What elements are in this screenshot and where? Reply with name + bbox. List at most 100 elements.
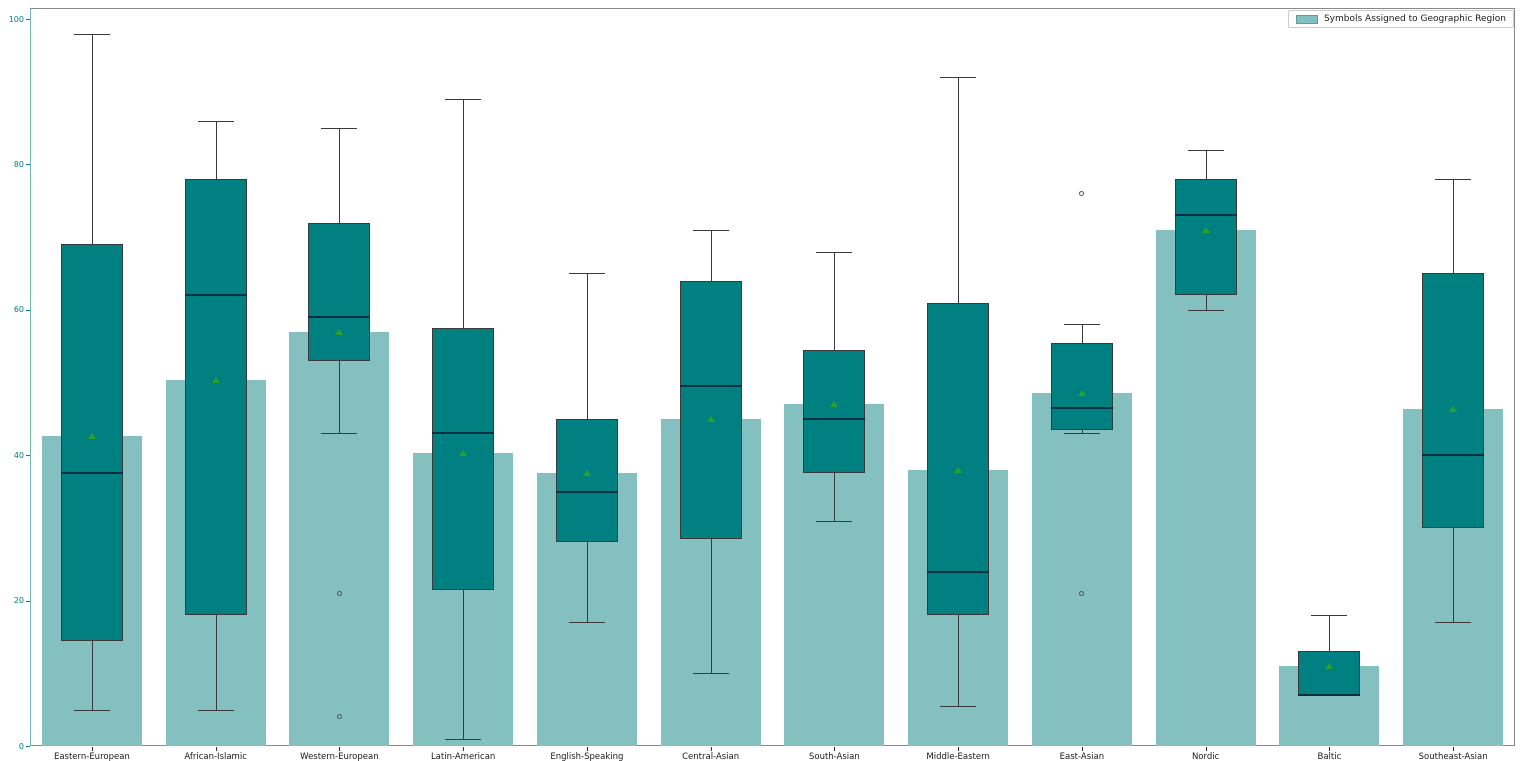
whisker-lower bbox=[1205, 295, 1207, 310]
whisker-cap-upper bbox=[445, 98, 482, 100]
x-tick-mark bbox=[586, 747, 588, 751]
whisker-lower bbox=[586, 542, 588, 623]
whisker-lower bbox=[1081, 429, 1083, 434]
box-Western-European bbox=[308, 222, 371, 361]
mean-marker bbox=[1201, 226, 1210, 233]
x-tick-label: East-Asian bbox=[1059, 752, 1105, 761]
median-line bbox=[60, 472, 123, 475]
whisker-upper bbox=[215, 120, 217, 179]
box-Southeast-Asian bbox=[1422, 273, 1485, 528]
whisker-upper bbox=[1453, 178, 1455, 274]
y-tick-label: 80 bbox=[13, 159, 24, 169]
whisker-cap-lower bbox=[197, 709, 234, 711]
whisker-cap-lower bbox=[445, 738, 482, 740]
median-line bbox=[1422, 454, 1485, 457]
x-tick-label: Nordic bbox=[1191, 752, 1220, 761]
mean-marker bbox=[1325, 663, 1334, 670]
whisker-upper bbox=[710, 229, 712, 281]
whisker-cap-lower bbox=[1063, 433, 1100, 435]
mean-marker bbox=[830, 401, 839, 408]
whisker-cap-lower bbox=[1435, 622, 1472, 624]
mean-marker bbox=[211, 377, 220, 384]
box-Eastern-European bbox=[60, 244, 123, 641]
x-tick-mark bbox=[1081, 747, 1083, 751]
box-Latin-American bbox=[432, 327, 495, 590]
whisker-lower bbox=[91, 640, 93, 710]
whisker-lower bbox=[463, 589, 465, 739]
median-line bbox=[1298, 694, 1361, 697]
whisker-cap-lower bbox=[568, 622, 605, 624]
bar-East-Asian bbox=[1031, 393, 1132, 746]
median-line bbox=[432, 432, 495, 435]
box-Middle-Eastern bbox=[927, 302, 990, 616]
mean-marker bbox=[582, 470, 591, 477]
whisker-cap-upper bbox=[1063, 324, 1100, 326]
median-line bbox=[679, 385, 742, 388]
x-tick-label: Southeast-Asian bbox=[1418, 752, 1488, 761]
whisker-cap-upper bbox=[1187, 149, 1224, 151]
y-tick-label: 20 bbox=[13, 596, 24, 606]
x-tick-mark bbox=[834, 747, 836, 751]
y-tick-mark bbox=[26, 164, 30, 166]
box-Central-Asian bbox=[679, 280, 742, 539]
whisker-cap-lower bbox=[1187, 309, 1224, 311]
plot-area bbox=[30, 8, 1515, 746]
whisker-lower bbox=[1453, 527, 1455, 623]
x-tick-mark bbox=[1453, 747, 1455, 751]
whisker-lower bbox=[958, 615, 960, 706]
x-tick-mark bbox=[215, 747, 217, 751]
y-tick-label: 100 bbox=[8, 14, 24, 24]
whisker-upper bbox=[958, 77, 960, 303]
outlier-point bbox=[336, 590, 342, 596]
mean-marker bbox=[87, 432, 96, 439]
y-tick-mark bbox=[26, 19, 30, 20]
mean-marker bbox=[335, 328, 344, 335]
x-tick-mark bbox=[958, 747, 960, 751]
x-tick-mark bbox=[1205, 747, 1207, 751]
whisker-cap-lower bbox=[940, 706, 977, 707]
median-line bbox=[927, 570, 990, 573]
median-line bbox=[1174, 214, 1237, 217]
mean-marker bbox=[459, 450, 468, 457]
whisker-upper bbox=[463, 98, 465, 328]
whisker-upper bbox=[1081, 324, 1083, 343]
x-tick-mark bbox=[710, 747, 712, 751]
whisker-upper bbox=[834, 251, 836, 350]
x-tick-label: African-Islamic bbox=[184, 752, 247, 761]
legend-label: Symbols Assigned to Geographic Region bbox=[1323, 14, 1506, 24]
y-tick-label: 60 bbox=[13, 305, 24, 315]
x-tick-label: Eastern-European bbox=[53, 752, 130, 761]
x-tick-label: Latin-American bbox=[430, 752, 496, 761]
median-line bbox=[308, 316, 371, 319]
whisker-cap-upper bbox=[940, 77, 977, 79]
whisker-upper bbox=[586, 273, 588, 419]
mean-marker bbox=[1449, 406, 1458, 413]
whisker-lower bbox=[834, 473, 836, 521]
outlier-point bbox=[1079, 590, 1085, 596]
whisker-cap-upper bbox=[321, 128, 358, 130]
x-tick-mark bbox=[339, 747, 341, 751]
x-tick-label: English-Speaking bbox=[550, 752, 624, 761]
median-line bbox=[184, 294, 247, 297]
x-tick-label: Central-Asian bbox=[682, 752, 740, 761]
y-tick-mark bbox=[26, 309, 30, 311]
box-East-Asian bbox=[1050, 342, 1113, 430]
x-tick-label: Baltic bbox=[1317, 752, 1342, 761]
y-tick-mark bbox=[26, 746, 30, 747]
whisker-cap-upper bbox=[816, 251, 853, 253]
box-South-Asian bbox=[803, 349, 866, 474]
whisker-cap-upper bbox=[1435, 178, 1472, 180]
whisker-cap-lower bbox=[692, 673, 729, 675]
box-African-Islamic bbox=[184, 178, 247, 616]
whisker-lower bbox=[339, 360, 341, 434]
x-tick-mark bbox=[1329, 747, 1331, 751]
legend: Symbols Assigned to Geographic Region bbox=[1287, 10, 1514, 28]
whisker-cap-upper bbox=[568, 273, 605, 275]
mean-marker bbox=[706, 415, 715, 422]
whisker-upper bbox=[1205, 149, 1207, 179]
whisker-cap-upper bbox=[1311, 615, 1348, 617]
mean-marker bbox=[1077, 390, 1086, 397]
median-line bbox=[555, 490, 618, 493]
median-line bbox=[1050, 406, 1113, 409]
